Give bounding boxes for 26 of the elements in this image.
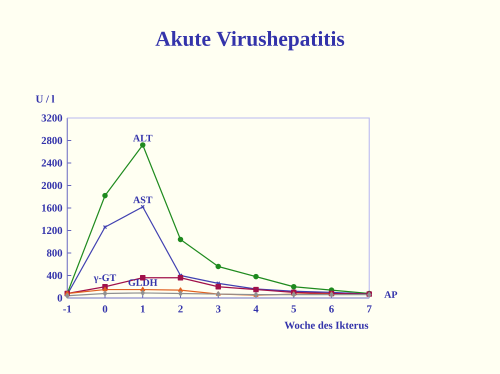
y-tick-label: 0	[58, 294, 62, 302]
y-tick-label: 400	[46, 272, 62, 280]
y-tick-label: 1200	[42, 226, 62, 234]
x-tick-label: 6	[329, 305, 334, 313]
y-tick-label: 2800	[42, 136, 62, 144]
x-axis-title: Woche des Ikterus	[284, 321, 368, 329]
chart-title: Akute Virushepatitis	[155, 30, 344, 50]
x-tick-label: 2	[178, 305, 183, 312]
x-tick-label: -1	[63, 305, 72, 312]
y-tick-label: 3200	[42, 114, 62, 122]
y-tick-label: 800	[46, 249, 62, 257]
annotation: AST	[133, 196, 152, 204]
annotation: ALT	[133, 134, 152, 142]
annotation: γ-GT	[94, 274, 116, 284]
x-tick-label: 7	[367, 305, 372, 312]
annotation: GLDH	[128, 279, 158, 286]
x-tick-label: 5	[291, 305, 296, 312]
x-tick-label: 0	[102, 305, 108, 313]
annotation: AP	[384, 291, 398, 298]
y-tick-label: 2000	[42, 182, 62, 190]
y-axis-title: U / l	[36, 95, 54, 103]
y-tick-label: 1600	[42, 204, 62, 212]
x-tick-label: 3	[216, 305, 221, 313]
x-tick-label: 1	[140, 305, 145, 312]
x-tick-label: 4	[253, 305, 258, 312]
y-tick-label: 2400	[42, 159, 62, 167]
